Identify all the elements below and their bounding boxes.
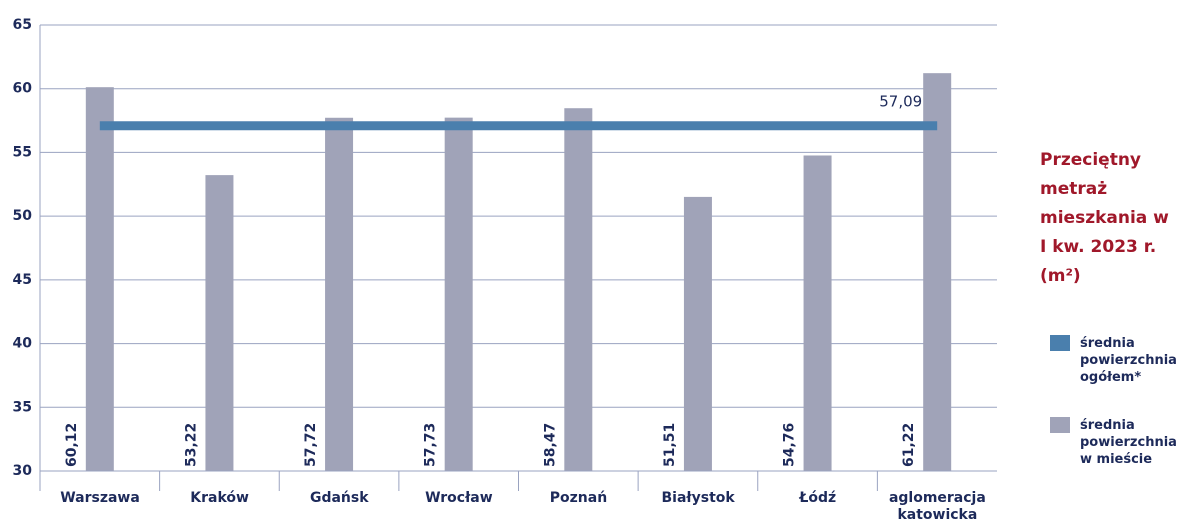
- bar: [444, 117, 473, 472]
- legend-label: średnia powierzchnia w mieście: [1080, 418, 1177, 467]
- reference-label: 57,09: [879, 92, 922, 110]
- y-tick-label: 45: [13, 272, 32, 288]
- value-label: 57,72: [303, 423, 319, 467]
- legend-swatch: [1050, 417, 1070, 433]
- bar: [85, 87, 114, 471]
- y-tick-label: 30: [13, 463, 33, 479]
- value-label: 61,22: [901, 423, 917, 467]
- y-tick-label: 55: [13, 144, 32, 160]
- bar: [683, 196, 712, 472]
- y-tick-label: 65: [13, 17, 32, 33]
- value-label: 57,73: [423, 423, 439, 467]
- legend-item: średnia powierzchnia ogółem*: [1050, 335, 1187, 386]
- value-label: 51,51: [662, 423, 678, 467]
- value-label: 58,47: [542, 423, 558, 467]
- value-label: 54,76: [782, 423, 798, 467]
- bar: [564, 108, 593, 472]
- value-label: 53,22: [183, 423, 199, 467]
- bar: [803, 155, 832, 471]
- legend-item: średnia powierzchnia w mieście: [1050, 417, 1187, 468]
- x-tick-label: Poznań: [549, 490, 608, 506]
- bar: [923, 73, 952, 471]
- y-tick-label: 35: [13, 399, 32, 415]
- x-tick-label: aglomeracja katowicka: [888, 490, 986, 523]
- chart-title: Przeciętny metraż mieszkania w I kw. 202…: [1040, 150, 1169, 286]
- y-tick-label: 60: [13, 81, 33, 97]
- value-label: 60,12: [64, 423, 80, 467]
- bar: [205, 175, 234, 472]
- x-tick-label: Kraków: [190, 490, 249, 506]
- legend-swatch: [1050, 335, 1070, 351]
- x-tick-label: Łódź: [799, 490, 837, 506]
- x-tick-label: Warszawa: [60, 490, 140, 506]
- y-tick-label: 50: [13, 208, 33, 224]
- y-tick-label: 40: [13, 336, 33, 352]
- legend-label: średnia powierzchnia ogółem*: [1080, 336, 1177, 385]
- x-tick-label: Wrocław: [425, 490, 493, 506]
- x-tick-label: Białystok: [661, 490, 735, 506]
- bar: [325, 117, 354, 471]
- x-tick-label: Gdańsk: [309, 490, 369, 506]
